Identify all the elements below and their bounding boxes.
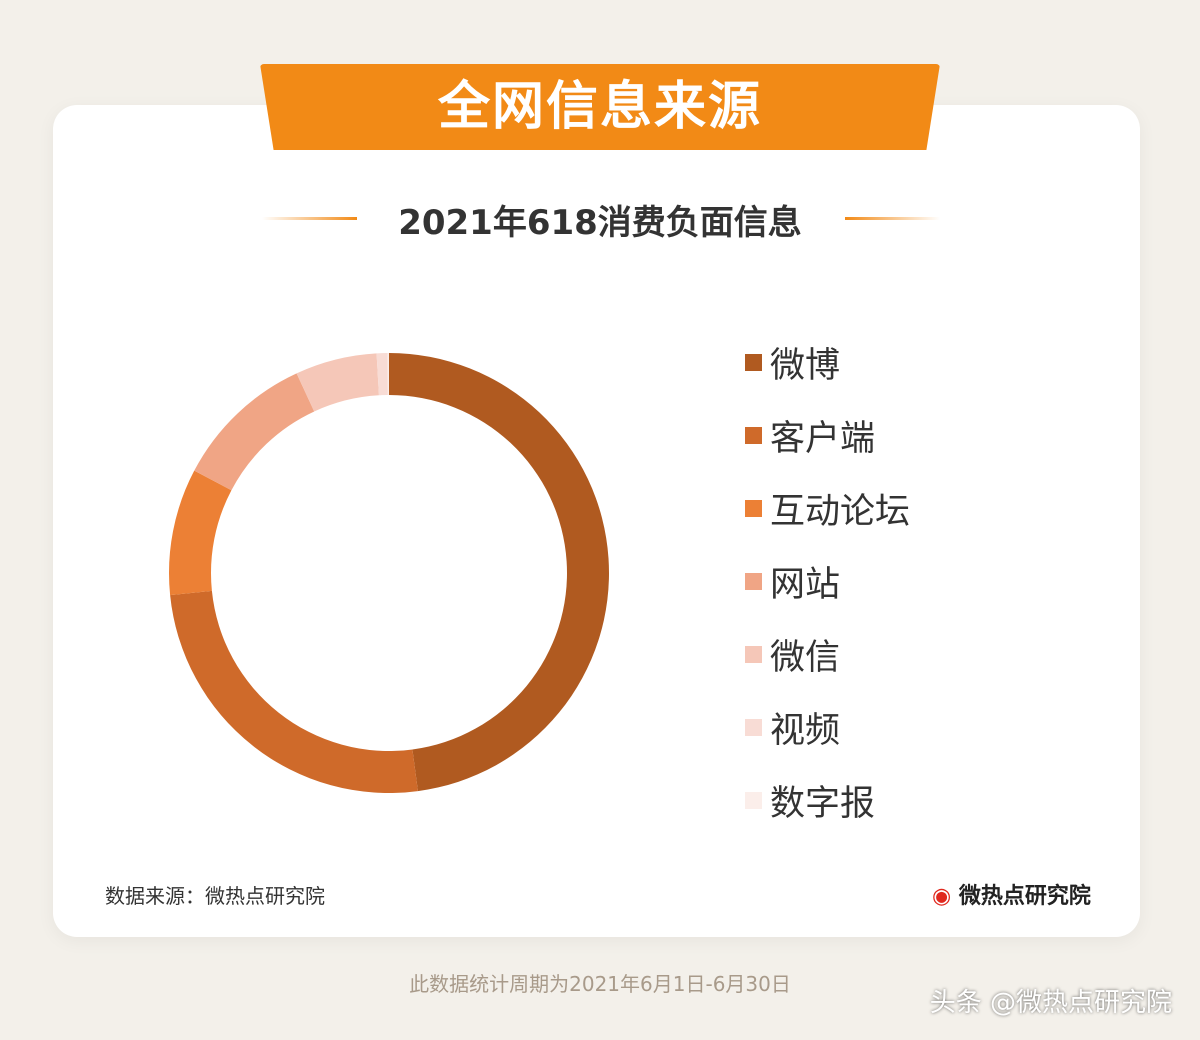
legend-label: 视频 [770, 711, 841, 751]
legend-item: 网站 [745, 545, 910, 618]
legend-swatch [745, 354, 762, 371]
legend-swatch [745, 500, 762, 517]
legend-label: 数字报 [770, 784, 876, 824]
legend-item: 互动论坛 [745, 472, 910, 545]
eye-logo-icon: ◉ [932, 884, 952, 909]
slice-4 [296, 353, 379, 412]
watermark: 头条 @微热点研究院 [929, 988, 1172, 1018]
legend-label: 网站 [770, 565, 841, 605]
slice-6 [387, 353, 389, 396]
legend-label: 微信 [770, 638, 841, 678]
legend-label: 客户端 [770, 419, 876, 459]
legend-item: 数字报 [745, 764, 910, 837]
period-note: 此数据统计周期为2021年6月1日-6月30日 [409, 972, 791, 996]
logo: ◉ 微热点研究院 [932, 878, 1091, 910]
data-source: 数据来源：微热点研究院 [105, 884, 325, 908]
slice-2 [168, 470, 232, 596]
legend-swatch [745, 573, 762, 590]
legend-item: 微博 [745, 326, 910, 399]
divider-left [262, 217, 357, 220]
divider-right [845, 217, 940, 220]
chart-title: 2021年618消费负面信息 [398, 203, 802, 243]
legend-swatch [745, 719, 762, 736]
slice-5 [376, 353, 388, 396]
slice-0 [389, 353, 610, 792]
legend-item: 视频 [745, 691, 910, 764]
legend-swatch [745, 427, 762, 444]
logo-text: 微热点研究院 [958, 884, 1091, 909]
banner-title: 全网信息来源 [260, 64, 940, 150]
legend: 微博客户端互动论坛网站微信视频数字报 [745, 326, 910, 837]
legend-label: 微博 [770, 346, 841, 386]
legend-swatch [745, 792, 762, 809]
slice-1 [170, 590, 418, 794]
legend-item: 微信 [745, 618, 910, 691]
legend-swatch [745, 646, 762, 663]
legend-label: 互动论坛 [770, 492, 911, 532]
slice-3 [194, 373, 315, 491]
legend-item: 客户端 [745, 399, 910, 472]
